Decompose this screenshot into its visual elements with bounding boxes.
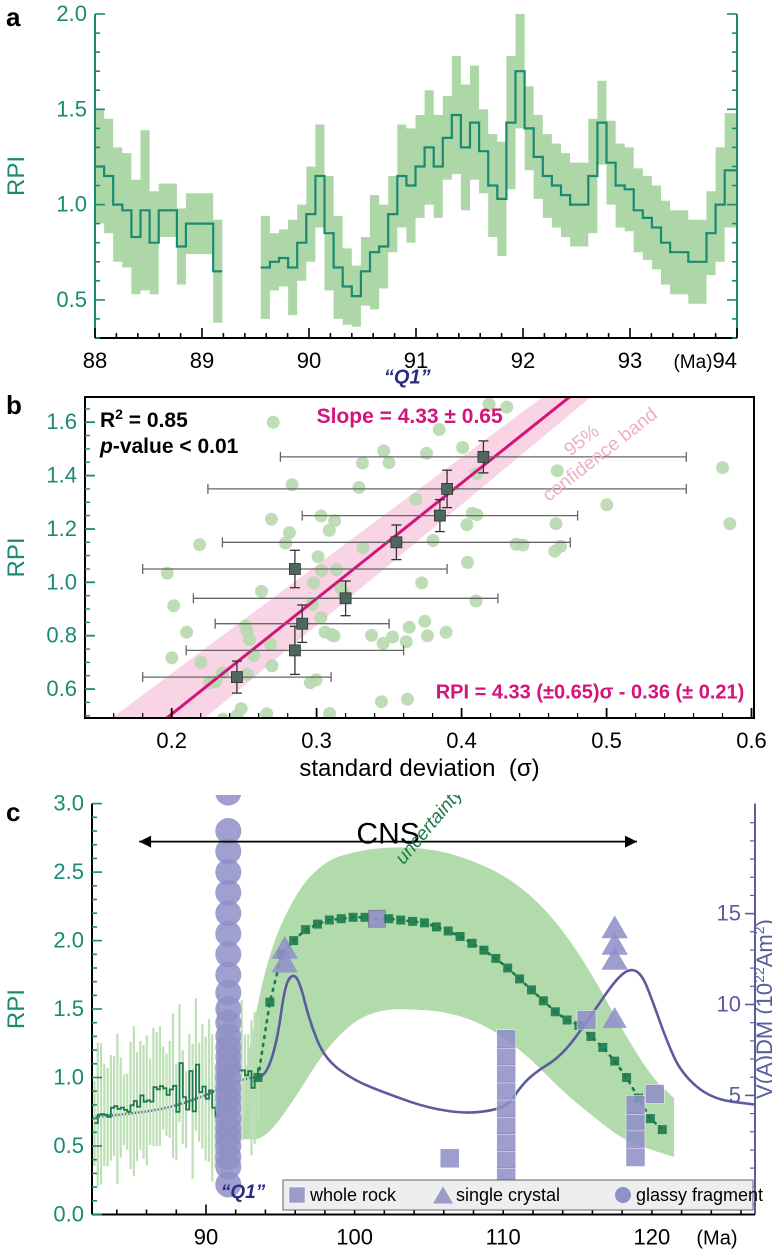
svg-text:0.6: 0.6 <box>736 728 767 753</box>
svg-text:whole rock: whole rock <box>309 1185 397 1205</box>
svg-text:(Ma): (Ma) <box>696 1228 737 1250</box>
svg-text:120: 120 <box>634 1225 671 1250</box>
svg-text:1.4: 1.4 <box>46 463 77 488</box>
svg-text:90: 90 <box>194 1225 218 1250</box>
svg-text:90: 90 <box>297 348 321 373</box>
svg-text:0.3: 0.3 <box>301 728 332 753</box>
svg-text:RPI: RPI <box>3 156 30 196</box>
svg-text:p-value < 0.01: p-value < 0.01 <box>99 435 239 458</box>
svg-text:100: 100 <box>336 1225 373 1250</box>
svg-text:92: 92 <box>511 348 535 373</box>
svg-text:V(A)DM (1022Am2): V(A)DM (1022Am2) <box>751 919 772 1099</box>
svg-text:0.5: 0.5 <box>53 1133 84 1158</box>
svg-text:b: b <box>6 390 22 420</box>
svg-text:89: 89 <box>190 348 214 373</box>
svg-text:93: 93 <box>618 348 642 373</box>
svg-text:15: 15 <box>717 901 741 926</box>
svg-text:10: 10 <box>717 992 741 1017</box>
svg-text:Slope = 4.33 ± 0.65: Slope = 4.33 ± 0.65 <box>317 405 503 428</box>
svg-text:2.0: 2.0 <box>56 1 87 26</box>
svg-text:110: 110 <box>486 1225 521 1250</box>
svg-text:1.0: 1.0 <box>53 1065 84 1090</box>
svg-text:“Q1”: “Q1” <box>221 1182 266 1203</box>
svg-text:3.0: 3.0 <box>53 795 84 816</box>
svg-text:0.5: 0.5 <box>56 287 87 312</box>
svg-text:single crystal: single crystal <box>456 1185 560 1205</box>
svg-text:0.5: 0.5 <box>591 728 622 753</box>
svg-text:glassy fragment: glassy fragment <box>636 1185 763 1205</box>
svg-text:R2 = 0.85: R2 = 0.85 <box>100 406 188 432</box>
svg-text:2.0: 2.0 <box>53 928 84 953</box>
svg-text:c: c <box>6 797 20 827</box>
svg-text:0.2: 0.2 <box>156 728 187 753</box>
svg-text:1.0: 1.0 <box>56 192 87 217</box>
svg-text:RPI = 4.33 (±0.65)σ - 0.36 (±: RPI = 4.33 (±0.65)σ - 0.36 (± 0.21) <box>436 681 745 703</box>
svg-text:2.5: 2.5 <box>53 859 84 884</box>
svg-text:1.6: 1.6 <box>46 409 77 434</box>
svg-text:88: 88 <box>83 348 107 373</box>
svg-text:1.5: 1.5 <box>53 996 84 1021</box>
svg-text:standard deviation (σ): standard deviation (σ) <box>299 755 539 782</box>
svg-text:0.6: 0.6 <box>46 676 77 701</box>
svg-text:1.5: 1.5 <box>56 96 87 121</box>
svg-text:0.4: 0.4 <box>446 728 477 753</box>
svg-text:RPI: RPI <box>3 989 30 1029</box>
svg-text:1.0: 1.0 <box>46 569 77 594</box>
svg-text:(Ma)94: (Ma)94 <box>673 348 737 373</box>
svg-text:0.8: 0.8 <box>46 623 77 648</box>
svg-text:0.0: 0.0 <box>53 1202 84 1227</box>
svg-text:5: 5 <box>729 1082 741 1107</box>
svg-text:“Q1”: “Q1” <box>384 367 431 389</box>
svg-text:1.2: 1.2 <box>46 516 77 541</box>
svg-text:a: a <box>6 2 21 32</box>
svg-text:RPI: RPI <box>3 537 30 577</box>
